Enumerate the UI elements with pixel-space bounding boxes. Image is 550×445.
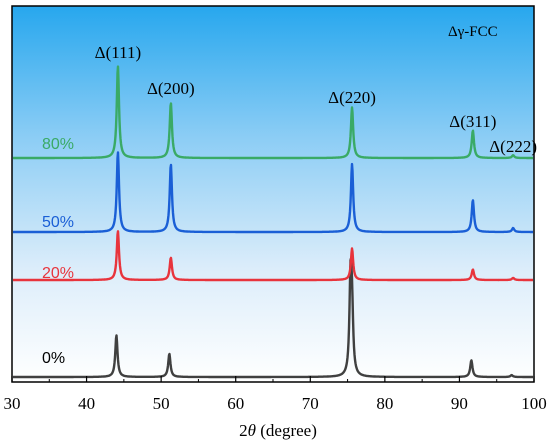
series-label: 20% (42, 265, 74, 282)
peak-label: Δ(200) (147, 79, 195, 98)
x-tick-label: 40 (78, 394, 95, 413)
series-line-50pct (12, 151, 534, 234)
x-tick-label: 80 (376, 394, 393, 413)
peak-label: Δ(111) (95, 43, 142, 62)
series-label: 80% (42, 136, 74, 153)
x-axis-title-suffix: (degree) (256, 421, 317, 440)
x-tick-label: 90 (451, 394, 468, 413)
peak-label: Δ(220) (328, 88, 376, 107)
x-tick-label: 30 (4, 394, 21, 413)
series-line-80pct (12, 65, 534, 160)
peak-label: Δ(311) (449, 112, 496, 131)
x-axis-title-theta: θ (248, 421, 256, 440)
x-tick-label: 70 (302, 394, 319, 413)
x-axis-title: 2θ (degree) (239, 421, 317, 440)
peak-label: Δ(222) (489, 137, 537, 156)
series-line-0pct (12, 257, 534, 379)
series-label: 50% (42, 214, 74, 231)
plot-background (12, 6, 534, 382)
legend-label: Δγ-FCC (448, 24, 498, 40)
x-tick-label: 50 (153, 394, 170, 413)
x-tick-label: 100 (521, 394, 547, 413)
x-axis-title-prefix: 2 (239, 421, 248, 440)
x-tick-label: 60 (227, 394, 244, 413)
series-line-20pct (12, 230, 534, 282)
series-label: 0% (42, 350, 65, 367)
